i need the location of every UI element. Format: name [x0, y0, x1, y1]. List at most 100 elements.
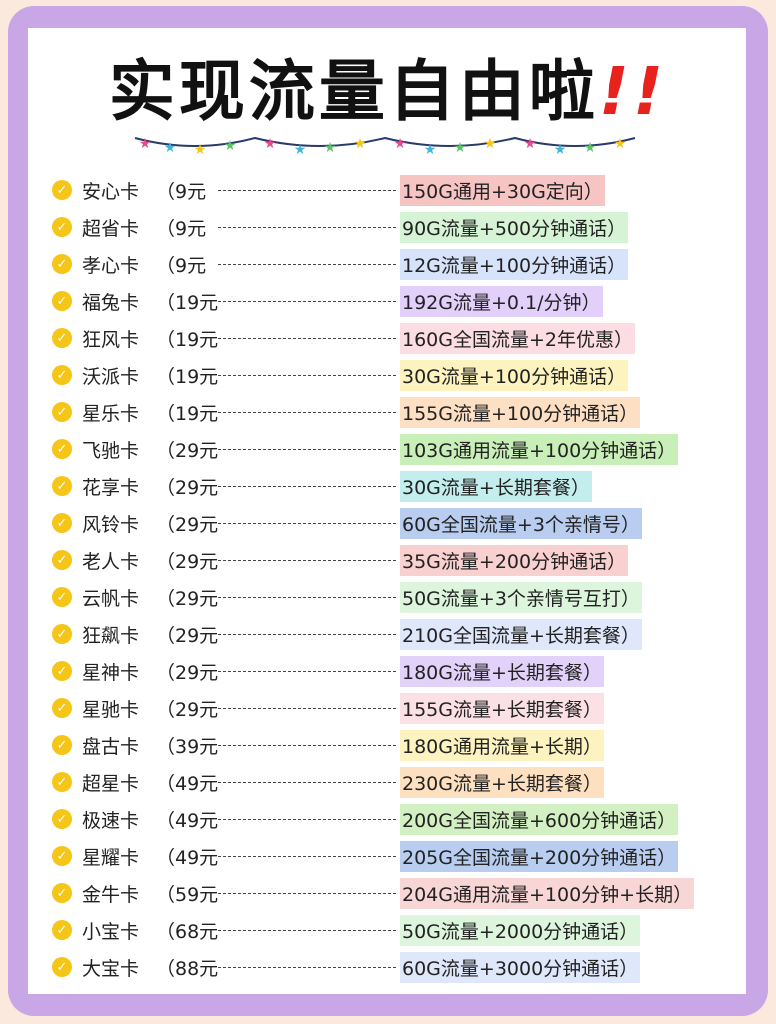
row: ✓ 花享卡 （29元 30G流量+长期套餐） — [52, 470, 592, 502]
price: （29元 — [156, 513, 219, 536]
dash-line — [218, 670, 396, 672]
row: ✓ 星乐卡 （19元 155G流量+100分钟通话） — [52, 396, 641, 428]
svg-text:★: ★ — [584, 140, 597, 156]
card-name: 极速卡 — [82, 809, 140, 832]
dash-line — [218, 559, 396, 561]
row: ✓ 风铃卡 （29元 60G全国流量+3个亲情号） — [52, 507, 642, 539]
price: （29元 — [156, 439, 219, 462]
price: （49元 — [156, 846, 219, 869]
card-name: 安心卡 — [82, 180, 140, 203]
plan: 192G流量+0.1/分钟） — [400, 285, 603, 317]
check-icon: ✓ — [52, 476, 72, 496]
svg-text:★: ★ — [324, 140, 337, 156]
svg-text:★: ★ — [424, 142, 437, 158]
dash-line — [218, 633, 396, 635]
plan: 180G通用流量+长期） — [400, 729, 604, 761]
price: （19元 — [156, 291, 219, 314]
card-name: 狂风卡 — [82, 328, 140, 351]
price: （88元 — [156, 957, 219, 980]
check-icon: ✓ — [52, 698, 72, 718]
card-name: 星神卡 — [82, 661, 140, 684]
dash-line — [218, 448, 396, 450]
price: （29元 — [156, 698, 219, 721]
dash-line — [218, 596, 396, 598]
plan: 210G全国流量+长期套餐） — [400, 618, 642, 650]
dash-line — [218, 522, 396, 524]
plan: 155G流量+100分钟通话） — [400, 396, 641, 428]
row: ✓ 老人卡 （29元 35G流量+200分钟通话） — [52, 544, 629, 576]
svg-text:★: ★ — [394, 136, 407, 152]
plan: 180G流量+长期套餐） — [400, 655, 604, 687]
price: （68元 — [156, 920, 219, 943]
check-icon: ✓ — [52, 402, 72, 422]
plan: 90G流量+500分钟通话） — [400, 211, 629, 243]
row: ✓ 金牛卡 （59元 204G通用流量+100分钟+长期） — [52, 877, 695, 909]
plan: 160G全国流量+2年优惠） — [400, 322, 635, 354]
svg-text:★: ★ — [194, 142, 207, 158]
card-name: 福兔卡 — [82, 291, 140, 314]
price: （59元 — [156, 883, 219, 906]
plan: 205G全国流量+200分钟通话） — [400, 840, 679, 872]
svg-text:★: ★ — [264, 136, 277, 152]
dash-line — [218, 337, 396, 339]
price: （9元 — [156, 254, 207, 277]
price: （9元 — [156, 180, 207, 203]
check-icon: ✓ — [52, 550, 72, 570]
check-icon: ✓ — [52, 328, 72, 348]
card-name: 盘古卡 — [82, 735, 140, 758]
check-icon: ✓ — [52, 217, 72, 237]
row: ✓ 狂飙卡 （29元 210G全国流量+长期套餐） — [52, 618, 642, 650]
title-text: 实现流量自由啦 — [108, 53, 599, 130]
row: ✓ 星神卡 （29元 180G流量+长期套餐） — [52, 655, 604, 687]
dash-line — [218, 226, 396, 228]
svg-text:★: ★ — [139, 136, 152, 152]
check-icon: ✓ — [52, 957, 72, 977]
title-exclaim: !! — [598, 53, 668, 130]
price: （29元 — [156, 550, 219, 573]
plan: 30G流量+长期套餐） — [400, 470, 592, 502]
plan: 50G流量+2000分钟通话） — [400, 914, 641, 946]
svg-text:★: ★ — [354, 136, 367, 152]
plan: 150G通用+30G定向） — [400, 174, 605, 206]
card-name: 沃派卡 — [82, 365, 140, 388]
svg-text:★: ★ — [554, 142, 567, 158]
check-icon: ✓ — [52, 291, 72, 311]
check-icon: ✓ — [52, 180, 72, 200]
row: ✓ 福兔卡 （19元 192G流量+0.1/分钟） — [52, 285, 603, 317]
check-icon: ✓ — [52, 439, 72, 459]
dash-line — [218, 300, 396, 302]
check-icon: ✓ — [52, 846, 72, 866]
card-name: 花享卡 — [82, 476, 140, 499]
dash-line — [218, 744, 396, 746]
dash-line — [218, 411, 396, 413]
row: ✓ 狂风卡 （19元 160G全国流量+2年优惠） — [52, 322, 635, 354]
row: ✓ 超星卡 （49元 230G流量+长期套餐） — [52, 766, 604, 798]
garland: ★ ★ ★ ★ ★ ★ ★ ★ ★ ★ ★ ★ ★ ★ ★ ★ — [134, 136, 636, 158]
dash-line — [218, 781, 396, 783]
plan: 50G流量+3个亲情号互打） — [400, 581, 642, 613]
row: ✓ 云帆卡 （29元 50G流量+3个亲情号互打） — [52, 581, 642, 613]
check-icon: ✓ — [52, 365, 72, 385]
check-icon: ✓ — [52, 920, 72, 940]
card-name: 超星卡 — [82, 772, 140, 795]
check-icon: ✓ — [52, 587, 72, 607]
dash-line — [218, 818, 396, 820]
row: ✓ 极速卡 （49元 200G全国流量+600分钟通话） — [52, 803, 679, 835]
dash-line — [218, 485, 396, 487]
check-icon: ✓ — [52, 513, 72, 533]
card-name: 狂飙卡 — [82, 624, 140, 647]
plan: 200G全国流量+600分钟通话） — [400, 803, 679, 835]
svg-text:★: ★ — [164, 140, 177, 156]
row: ✓ 飞驰卡 （29元 103G通用流量+100分钟通话） — [52, 433, 679, 465]
plan: 204G通用流量+100分钟+长期） — [400, 877, 695, 909]
check-icon: ✓ — [52, 809, 72, 829]
plan: 35G流量+200分钟通话） — [400, 544, 629, 576]
price: （49元 — [156, 809, 219, 832]
row: ✓ 星驰卡 （29元 155G流量+长期套餐） — [52, 692, 604, 724]
svg-text:★: ★ — [614, 136, 627, 152]
card-name: 老人卡 — [82, 550, 140, 573]
plan: 12G流量+100分钟通话） — [400, 248, 629, 280]
price: （19元 — [156, 365, 219, 388]
check-icon: ✓ — [52, 254, 72, 274]
check-icon: ✓ — [52, 772, 72, 792]
